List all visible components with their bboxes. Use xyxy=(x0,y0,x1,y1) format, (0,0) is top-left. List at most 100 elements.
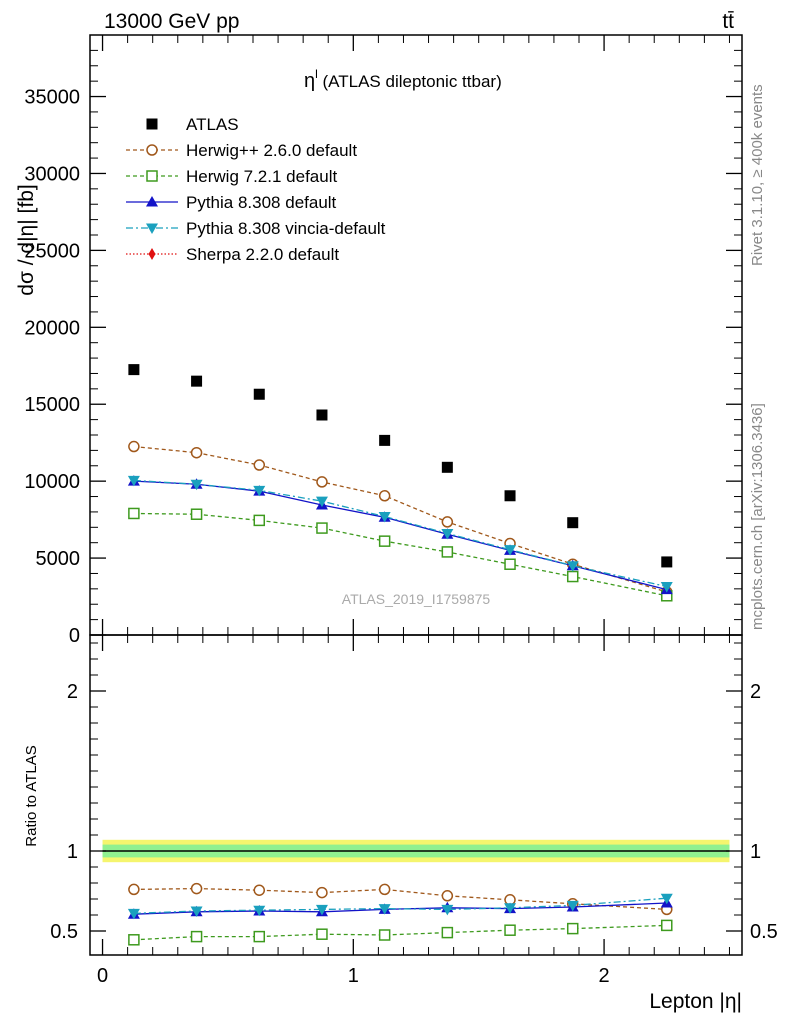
ratio-series-layer xyxy=(127,882,673,946)
ratio-line-herwig-7-2-1-default xyxy=(133,924,667,941)
main-point-herwig-7-2-1-default-5 xyxy=(441,546,454,558)
legend-marker-pythia-8-308-vincia-default xyxy=(146,223,158,234)
ratio-point-herwig-7-2-1-default-5 xyxy=(441,926,454,939)
main-point-herwig-7-2-1-default-2 xyxy=(253,514,266,527)
main-ytick-label-1: 5000 xyxy=(36,548,81,570)
ratio-point-pythia-8-308-vincia-default-7 xyxy=(566,900,579,912)
legend-label-sherpa-2-2-0-default: Sherpa 2.2.0 default xyxy=(186,245,339,264)
main-y-axis-label: dσ / d|η| [fb] xyxy=(15,184,38,295)
main-plot-panel: 0 5000 10000 15000 20000 25000 30000 35000 dσ /… xyxy=(15,34,743,647)
ratio-point-herwig-7-2-1-default-2 xyxy=(253,930,266,943)
main-ticks-layer: 0 5000 10000 15000 20000 25000 30000 35000 xyxy=(24,34,742,647)
energy-label: 13000 GeV pp xyxy=(104,10,239,33)
ratio-point-herwig-2-6-0-default-5 xyxy=(441,890,454,902)
legend-label-herwig-2-6-0-default: Herwig++ 2.6.0 default xyxy=(186,141,357,160)
main-ytick-label-2: 10000 xyxy=(24,471,80,493)
main-point-atlas-6 xyxy=(504,490,516,502)
main-point-herwig-2-6-0-default-3 xyxy=(316,476,328,488)
ratio-point-pythia-8-308-vincia-default-4 xyxy=(378,904,391,915)
ratio-point-pythia-8-308-vincia-default-5 xyxy=(441,904,454,916)
main-point-atlas-5 xyxy=(441,461,453,473)
main-line-herwig-2-6-0-default xyxy=(133,445,667,593)
main-point-pythia-8-308-vincia-default-4 xyxy=(378,512,391,523)
main-point-atlas-0 xyxy=(128,364,140,376)
main-point-herwig-7-2-1-default-6 xyxy=(504,558,516,570)
ratio-ytick-label-right-1: 1 xyxy=(750,841,761,863)
ratio-point-herwig-7-2-1-default-0 xyxy=(128,934,140,946)
plot-title-rest: (ATLAS dileptonic ttbar) xyxy=(318,72,502,91)
ratio-point-herwig-7-2-1-default-3 xyxy=(316,928,328,940)
ratio-ticks-layer: 0.5 0.5 1 1 2 2 0 1 2 xyxy=(50,635,778,987)
main-point-pythia-8-308-vincia-default-5 xyxy=(441,528,454,540)
ratio-point-pythia-8-308-vincia-default-0 xyxy=(127,908,140,920)
ratio-point-pythia-8-308-vincia-default-3 xyxy=(315,904,328,916)
main-point-atlas-3 xyxy=(316,409,328,421)
main-point-atlas-2 xyxy=(253,388,265,400)
legend-marker-sherpa-2-2-0-default xyxy=(148,248,156,260)
main-point-pythia-8-308-vincia-default-7 xyxy=(566,561,579,572)
main-point-atlas-7 xyxy=(567,517,579,529)
x-axis-label: Lepton |η| xyxy=(649,990,742,1013)
legend-label-pythia-8-308-default: Pythia 8.308 default xyxy=(186,193,337,212)
ratio-point-pythia-8-308-vincia-default-2 xyxy=(253,905,266,917)
legend: ATLAS Herwig++ 2.6.0 default Herwig 7.2.1 … xyxy=(126,115,386,264)
main-point-pythia-8-308-vincia-default-1 xyxy=(190,479,203,491)
main-ytick-label-4: 20000 xyxy=(24,317,80,339)
main-ytick-label-3: 15000 xyxy=(24,394,80,416)
ratio-point-herwig-2-6-0-default-2 xyxy=(253,884,266,896)
legend-label-herwig-7-2-1-default: Herwig 7.2.1 default xyxy=(186,167,337,186)
ratio-y-axis-label: Ratio to ATLAS xyxy=(23,745,40,846)
ratio-point-herwig-7-2-1-default-6 xyxy=(504,924,516,936)
main-point-atlas-4 xyxy=(379,434,391,446)
plot-title-main: η xyxy=(304,70,315,92)
ratio-ytick-label-0: 0.5 xyxy=(50,921,78,943)
main-point-pythia-8-308-vincia-default-0 xyxy=(127,475,140,487)
ratio-plot-panel: 0.5 0.5 1 1 2 2 0 1 2 Ratio to ATLAS Lepton |η| xyxy=(23,634,778,1013)
ratio-ytick-label-2: 2 xyxy=(67,681,78,703)
ratio-point-herwig-7-2-1-default-4 xyxy=(378,929,391,941)
plot-title-sup: l xyxy=(315,67,318,81)
main-point-pythia-8-308-vincia-default-2 xyxy=(253,485,266,497)
ratio-point-pythia-8-308-vincia-default-8 xyxy=(660,893,673,905)
analysis-id-label: ATLAS_2019_I1759875 xyxy=(342,591,491,607)
legend-label-atlas: ATLAS xyxy=(186,115,239,134)
ratio-point-herwig-7-2-1-default-7 xyxy=(566,922,579,935)
ratio-ytick-label-right-0: 0.5 xyxy=(750,921,778,943)
ratio-band-layer xyxy=(102,839,730,863)
legend-marker-atlas xyxy=(146,118,158,130)
mcplots-label: mcplots.cern.ch [arXiv:1306.3436] xyxy=(749,403,766,630)
xtick-label-0: 0 xyxy=(97,965,108,987)
main-point-atlas-1 xyxy=(191,375,203,387)
ratio-point-herwig-7-2-1-default-8 xyxy=(661,919,673,932)
legend-marker-pythia-8-308-default xyxy=(146,196,158,207)
main-ytick-label-7: 35000 xyxy=(24,87,80,109)
xtick-label-2: 2 xyxy=(599,965,610,987)
main-point-herwig-7-2-1-default-0 xyxy=(128,507,140,520)
main-line-pythia-8-308-vincia-default xyxy=(133,479,667,588)
main-point-herwig-2-6-0-default-2 xyxy=(253,459,266,471)
main-point-herwig-7-2-1-default-3 xyxy=(316,522,328,534)
main-point-herwig-7-2-1-default-4 xyxy=(378,535,391,547)
rivet-version-label: Rivet 3.1.10, ≥ 400k events xyxy=(749,84,766,266)
legend-marker-herwig-7-2-1-default xyxy=(146,170,158,182)
main-line-pythia-8-308-default xyxy=(133,480,667,591)
main-series-layer xyxy=(127,364,673,602)
main-point-herwig-2-6-0-default-0 xyxy=(128,440,140,453)
ratio-point-pythia-8-308-vincia-default-6 xyxy=(504,903,517,914)
plot-title: ηl (ATLAS dileptonic ttbar) xyxy=(304,67,502,92)
main-point-herwig-7-2-1-default-7 xyxy=(566,570,579,583)
ratio-ytick-label-right-2: 2 xyxy=(750,681,761,703)
ratio-point-herwig-2-6-0-default-1 xyxy=(190,882,203,895)
main-point-herwig-2-6-0-default-1 xyxy=(190,446,203,459)
ratio-point-herwig-2-6-0-default-3 xyxy=(316,886,328,899)
ratio-point-herwig-7-2-1-default-1 xyxy=(190,930,203,943)
ratio-point-pythia-8-308-vincia-default-1 xyxy=(190,906,203,917)
main-ytick-label-0: 0 xyxy=(69,625,80,647)
main-point-pythia-8-308-vincia-default-8 xyxy=(660,582,673,593)
ratio-plot-frame xyxy=(89,634,743,956)
main-point-pythia-8-308-vincia-default-6 xyxy=(504,545,517,556)
main-line-herwig-7-2-1-default xyxy=(133,512,667,597)
ratio-ytick-label-1: 1 xyxy=(67,841,78,863)
process-label: tt̄ xyxy=(722,10,734,33)
